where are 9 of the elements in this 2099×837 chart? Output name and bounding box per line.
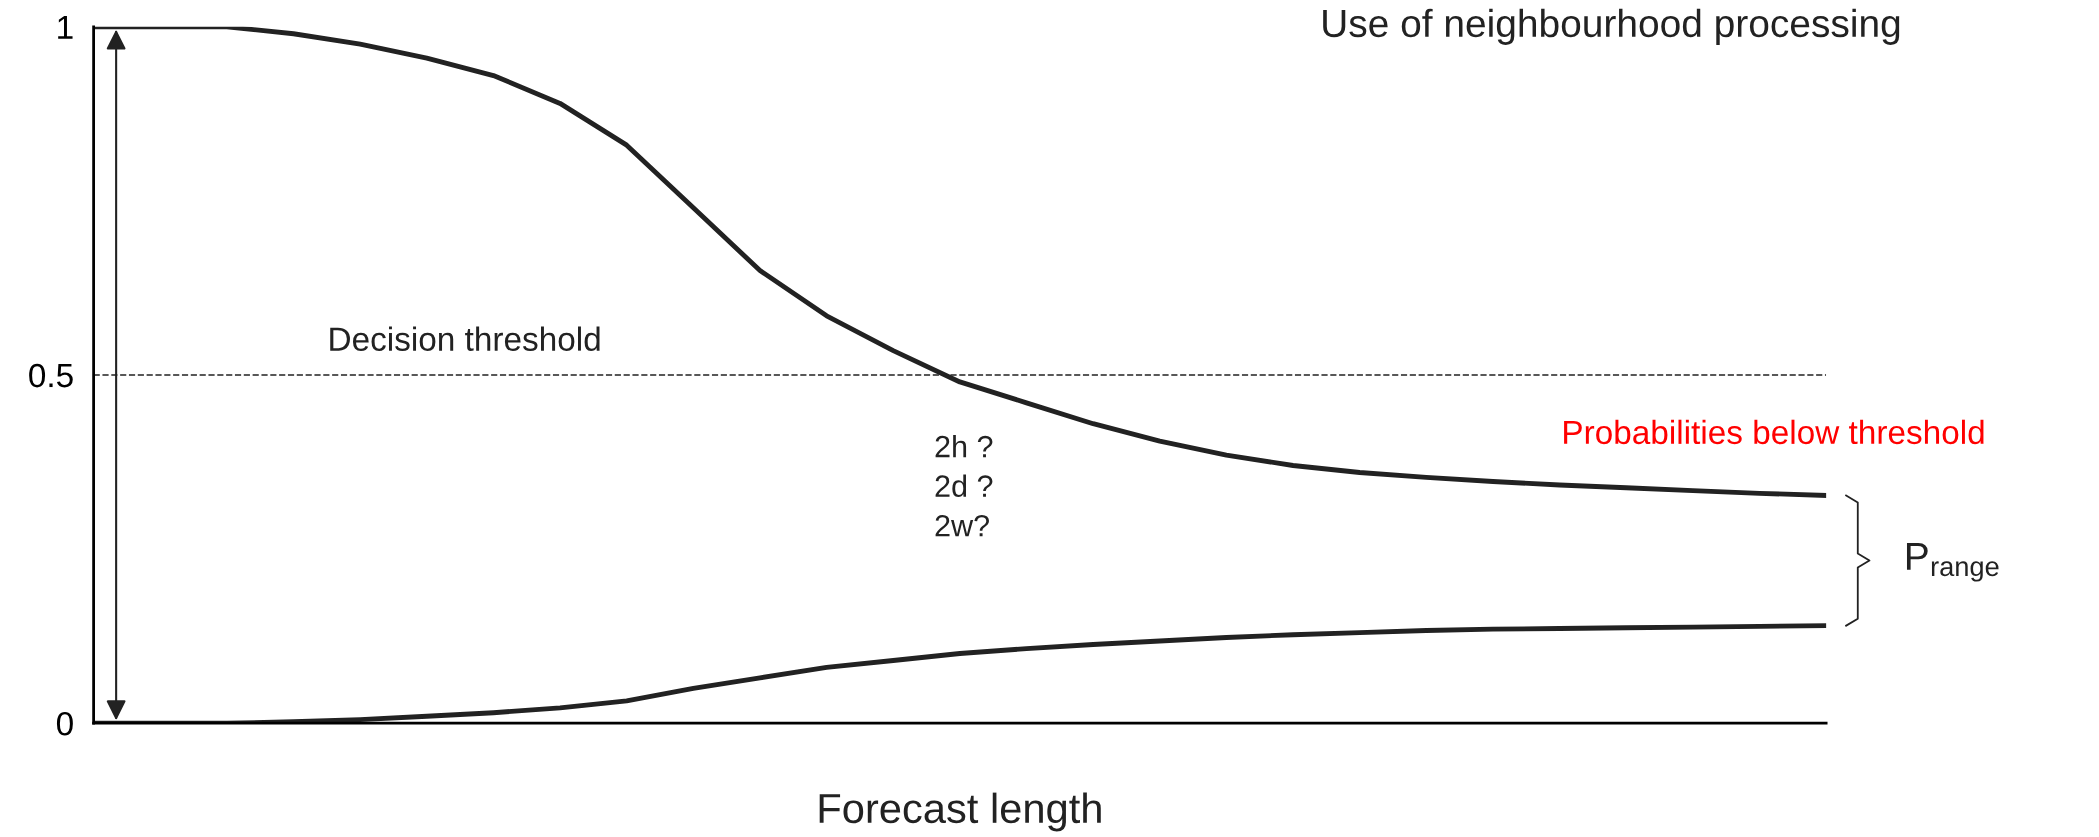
x-axis-title: Forecast length xyxy=(819,792,1101,832)
text: P$_{range}$ xyxy=(1906,543,1999,582)
ref-line-label: Decision threshold xyxy=(330,326,600,351)
y-tick-label: 1 xyxy=(58,15,73,39)
y-tick-label: 0 xyxy=(56,711,73,736)
y-tick-label: 0.5 xyxy=(29,363,73,388)
annotation: Probabilities below threshold xyxy=(1564,419,1984,445)
annotation: 2h ? 2d ? 2w? xyxy=(935,435,993,537)
chart-title: Use of neighbourhood processing xyxy=(1323,8,1900,45)
